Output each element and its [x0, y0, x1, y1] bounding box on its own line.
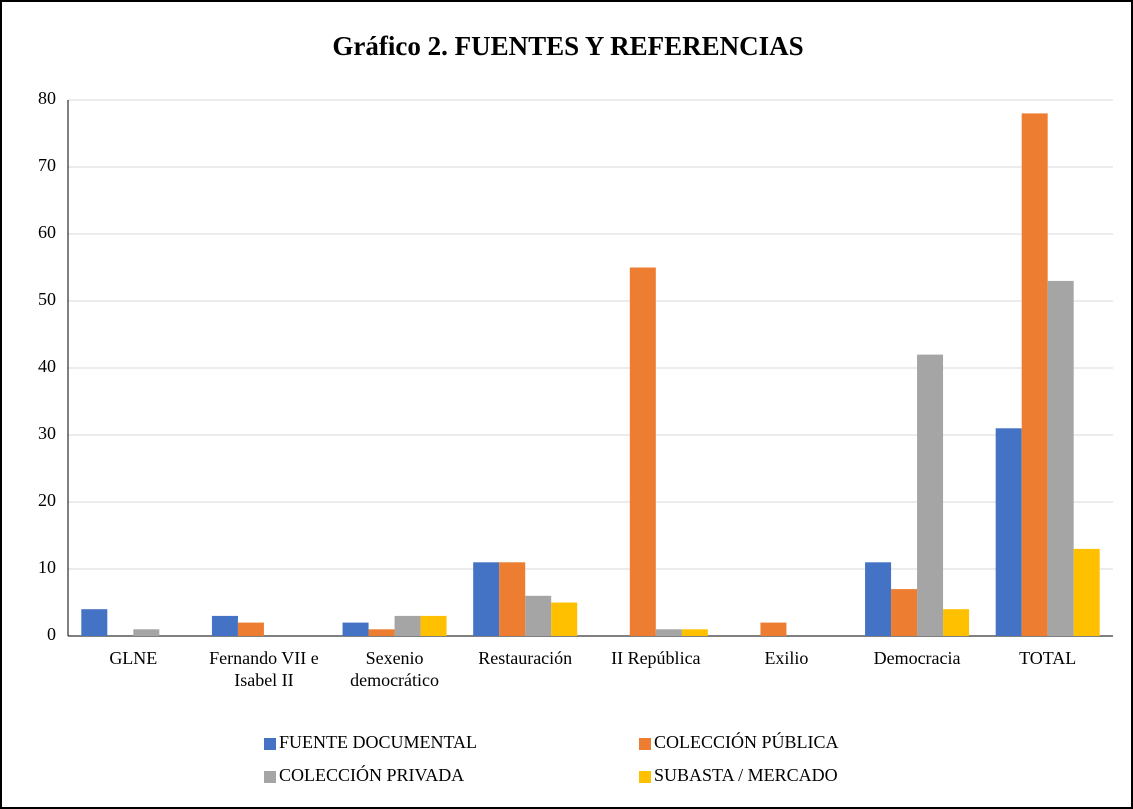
y-tick-label: 80: [38, 88, 56, 108]
y-tick-label: 60: [38, 222, 56, 242]
bar: [760, 622, 787, 636]
bar: [1073, 548, 1100, 636]
y-tick-label: 30: [38, 423, 56, 443]
legend-swatch: [264, 771, 276, 783]
legend-swatch: [639, 738, 651, 750]
legend-label: SUBASTA / MERCADO: [654, 765, 838, 785]
bar: [995, 428, 1022, 636]
x-tick-label: TOTAL: [1019, 648, 1077, 668]
x-tick-label: Restauración: [478, 648, 573, 668]
bar: [1021, 113, 1048, 636]
y-tick-label: 50: [38, 289, 56, 309]
bar: [81, 609, 108, 636]
legend-swatch: [264, 738, 276, 750]
bar: [525, 595, 552, 636]
bar: [681, 629, 708, 636]
y-tick-label: 40: [38, 356, 56, 376]
x-tick-label: Fernando VII e Isabel II: [209, 648, 319, 690]
x-tick-label: Democracia: [873, 648, 961, 668]
legend-label: COLECCIÓN PÚBLICA: [654, 731, 839, 752]
y-tick-label: 20: [38, 490, 56, 510]
chart-title: Gráfico 2. FUENTES Y REFERENCIAS: [332, 31, 803, 61]
bar: [342, 622, 369, 636]
bar: [473, 562, 500, 636]
bar: [917, 354, 944, 636]
bar: [499, 562, 526, 636]
bar: [865, 562, 892, 636]
x-tick-label: Sexenio democrático: [350, 648, 440, 690]
bar: [394, 615, 421, 636]
x-tick-label: II República: [611, 648, 701, 668]
y-tick-label: 70: [38, 155, 56, 175]
x-tick-label: Exilio: [764, 648, 809, 668]
bar: [943, 609, 970, 636]
bar: [420, 615, 447, 636]
bar: [211, 615, 238, 636]
y-tick-label: 10: [38, 557, 56, 577]
legend-label: FUENTE DOCUMENTAL: [279, 732, 477, 752]
legend-label: COLECCIÓN PRIVADA: [279, 764, 464, 785]
legend-swatch: [639, 771, 651, 783]
bar: [551, 602, 578, 636]
bar: [891, 589, 918, 636]
bar: [629, 267, 656, 636]
bar: [1047, 280, 1074, 636]
bar: [133, 629, 160, 636]
y-tick-label: 0: [47, 624, 56, 644]
bar: [237, 622, 264, 636]
x-tick-label: GLNE: [109, 648, 158, 668]
bar: [368, 629, 395, 636]
bar: [655, 629, 682, 636]
